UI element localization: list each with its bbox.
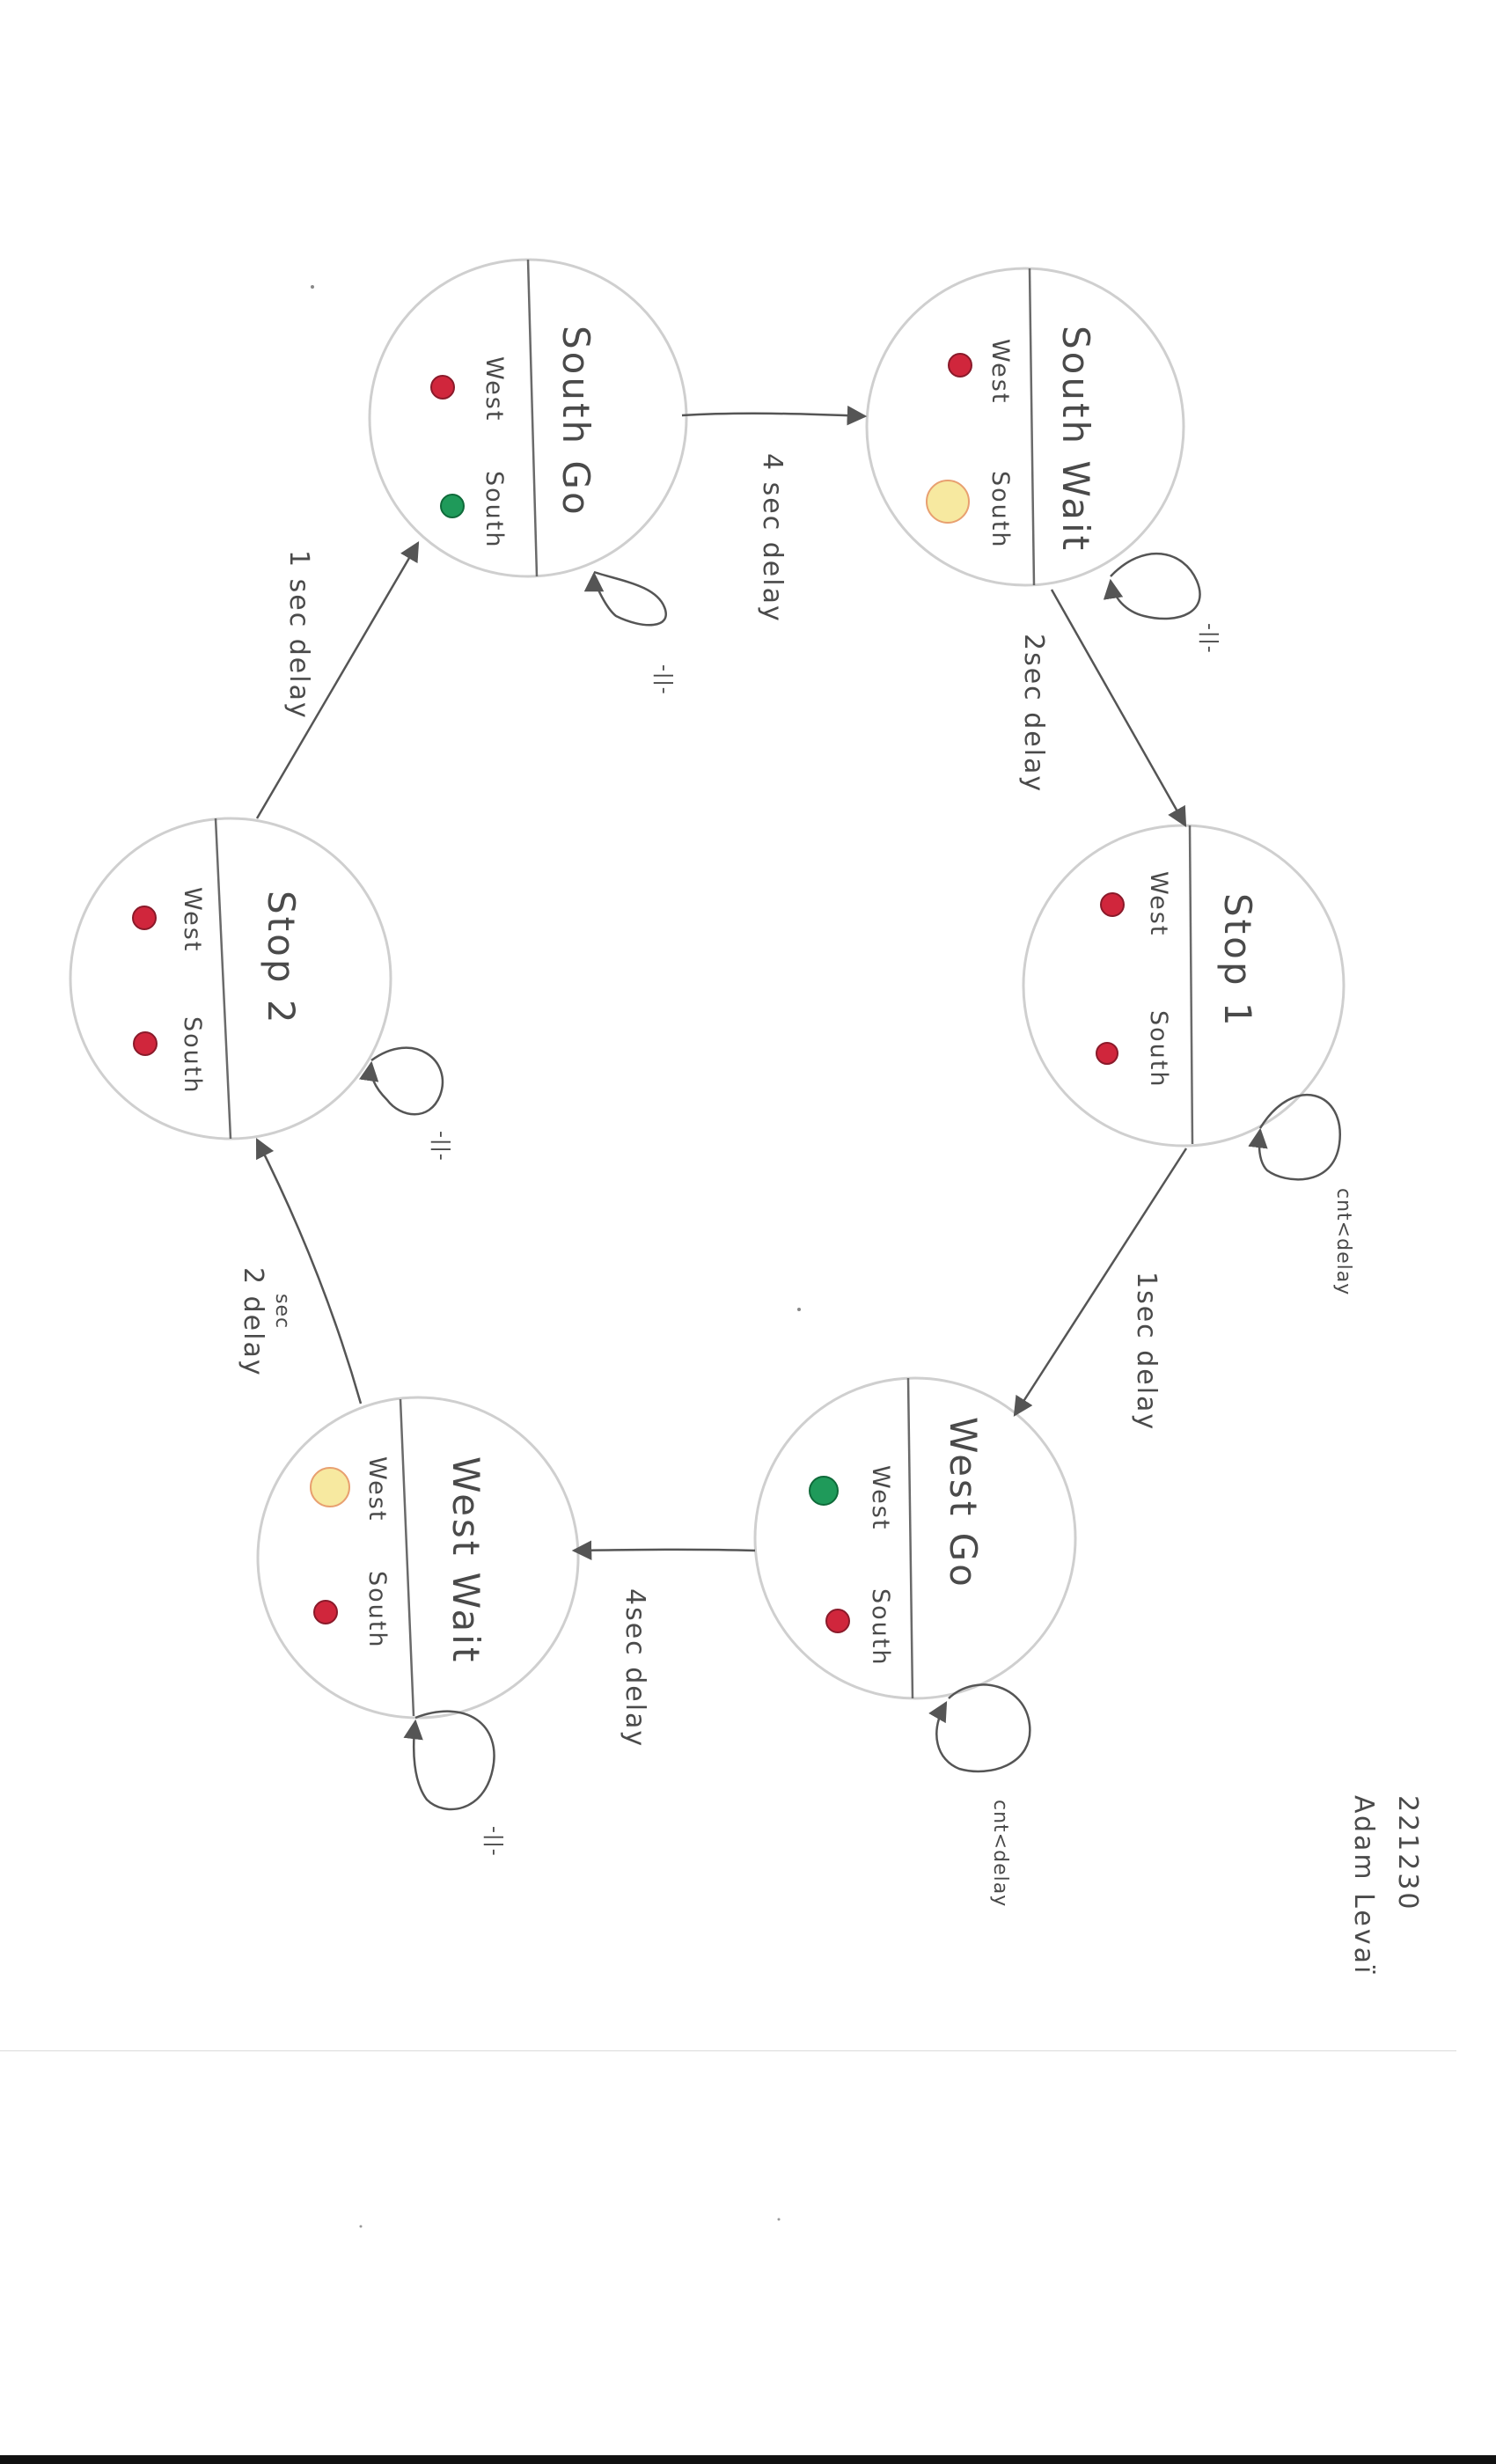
west-lamp: [948, 353, 972, 378]
state-title: Stop 2: [260, 891, 303, 1026]
state-circle: [753, 1376, 1077, 1700]
self-loop-arrow: [583, 570, 667, 627]
west-label: West: [1145, 871, 1172, 936]
scan-speck: [311, 285, 314, 289]
state-divider: [214, 818, 232, 1140]
transition-label: 4sec delay: [620, 1588, 650, 1748]
west-label: West: [986, 339, 1014, 404]
state-south-go: South Go West South -||-: [368, 258, 688, 695]
state-stop-2: Stop 2 West South -||-: [69, 817, 452, 1162]
transition-arrow: [1013, 1148, 1188, 1417]
south-label: South: [480, 471, 508, 548]
south-lamp: [926, 480, 970, 524]
author-signature: 221230 Adam Levaï: [1348, 1795, 1423, 1976]
west-lamp: [310, 1467, 350, 1507]
state-divider: [1188, 825, 1194, 1145]
south-label: South: [867, 1588, 894, 1666]
state-circle: [368, 258, 688, 578]
state-divider: [399, 1398, 415, 1717]
west-lamp: [430, 375, 455, 400]
state-title: West Wait: [444, 1456, 488, 1664]
transition-west-go-to-west-wait: 4sec delay: [571, 1540, 756, 1748]
state-west-wait: West Wait West South -||-: [256, 1396, 580, 1857]
west-lamp: [132, 906, 157, 930]
self-loop-arrow: [403, 1710, 495, 1811]
transition-stop-2-to-south-go: 1 sec delay: [255, 541, 420, 819]
state-divider: [1028, 268, 1036, 586]
transition-label: 1sec delay: [1131, 1272, 1162, 1431]
self-loop-label: -||-: [430, 1131, 452, 1162]
state-title: South Go: [554, 326, 598, 517]
transition-label: 4 sec delay: [757, 453, 788, 623]
scan-speck: [797, 1308, 801, 1311]
south-lamp: [825, 1609, 850, 1633]
state-divider: [906, 1377, 914, 1699]
south-lamp: [440, 494, 465, 518]
self-loop-label: -||-: [483, 1826, 505, 1857]
west-label: West: [363, 1456, 391, 1522]
transition-stop-1-to-west-go: 1sec delay: [1013, 1148, 1188, 1431]
paper-edge: [0, 2050, 1456, 2051]
south-lamp: [313, 1600, 338, 1624]
west-lamp: [809, 1476, 839, 1506]
transition-label: 2 delay: [238, 1267, 268, 1377]
state-west-go: West Go West South cnt<delay: [753, 1376, 1077, 1907]
state-title: South Wait: [1054, 326, 1097, 553]
south-label: South: [986, 471, 1014, 548]
transition-arrow: [255, 541, 420, 819]
scan-border: [0, 2455, 1496, 2464]
self-loop-label: cnt<delay: [1332, 1188, 1354, 1295]
self-loop-arrow: [928, 1683, 1031, 1773]
state-divider: [526, 259, 539, 577]
transition-label-sec: sec: [271, 1294, 293, 1329]
west-label: West: [480, 356, 508, 422]
self-loop-arrow: [1248, 1094, 1341, 1181]
west-label: West: [867, 1465, 894, 1530]
self-loop-arrow: [1103, 552, 1201, 620]
self-loop-arrow: [359, 1046, 444, 1116]
transition-south-wait-to-stop-1: 2sec delay: [1018, 589, 1187, 827]
scan-speck: [359, 2225, 363, 2228]
south-lamp: [133, 1031, 158, 1056]
transition-arrow: [681, 405, 868, 426]
state-circle: [865, 267, 1185, 587]
west-lamp: [1100, 892, 1125, 917]
self-loop-label: -||-: [653, 664, 675, 695]
state-title: West Go: [942, 1417, 985, 1589]
south-label: South: [179, 1016, 206, 1094]
transition-arrow: [1050, 589, 1187, 827]
transition-arrow: [255, 1137, 363, 1404]
south-label: South: [1145, 1010, 1172, 1088]
transition-label: 1 sec delay: [283, 550, 314, 720]
state-south-wait: South Wait West South -||-: [865, 267, 1221, 654]
author-id: 221230: [1392, 1795, 1423, 1912]
transition-west-wait-to-stop-2: sec 2 delay: [238, 1137, 363, 1404]
author-name: Adam Levaï: [1348, 1795, 1379, 1976]
state-circle: [69, 817, 392, 1140]
state-stop-1: Stop 1 West South cnt<delay: [1022, 824, 1354, 1295]
transition-south-go-to-south-wait: 4 sec delay: [681, 405, 868, 623]
transition-arrow: [571, 1540, 756, 1560]
west-label: West: [179, 887, 206, 952]
state-circle: [256, 1396, 580, 1720]
self-loop-label: -||-: [1199, 623, 1221, 654]
self-loop-label: cnt<delay: [989, 1800, 1011, 1907]
south-label: South: [363, 1571, 391, 1648]
state-title: Stop 1: [1216, 893, 1259, 1029]
south-lamp: [1096, 1042, 1118, 1065]
scan-speck: [777, 2218, 781, 2221]
transition-label: 2sec delay: [1018, 634, 1049, 793]
